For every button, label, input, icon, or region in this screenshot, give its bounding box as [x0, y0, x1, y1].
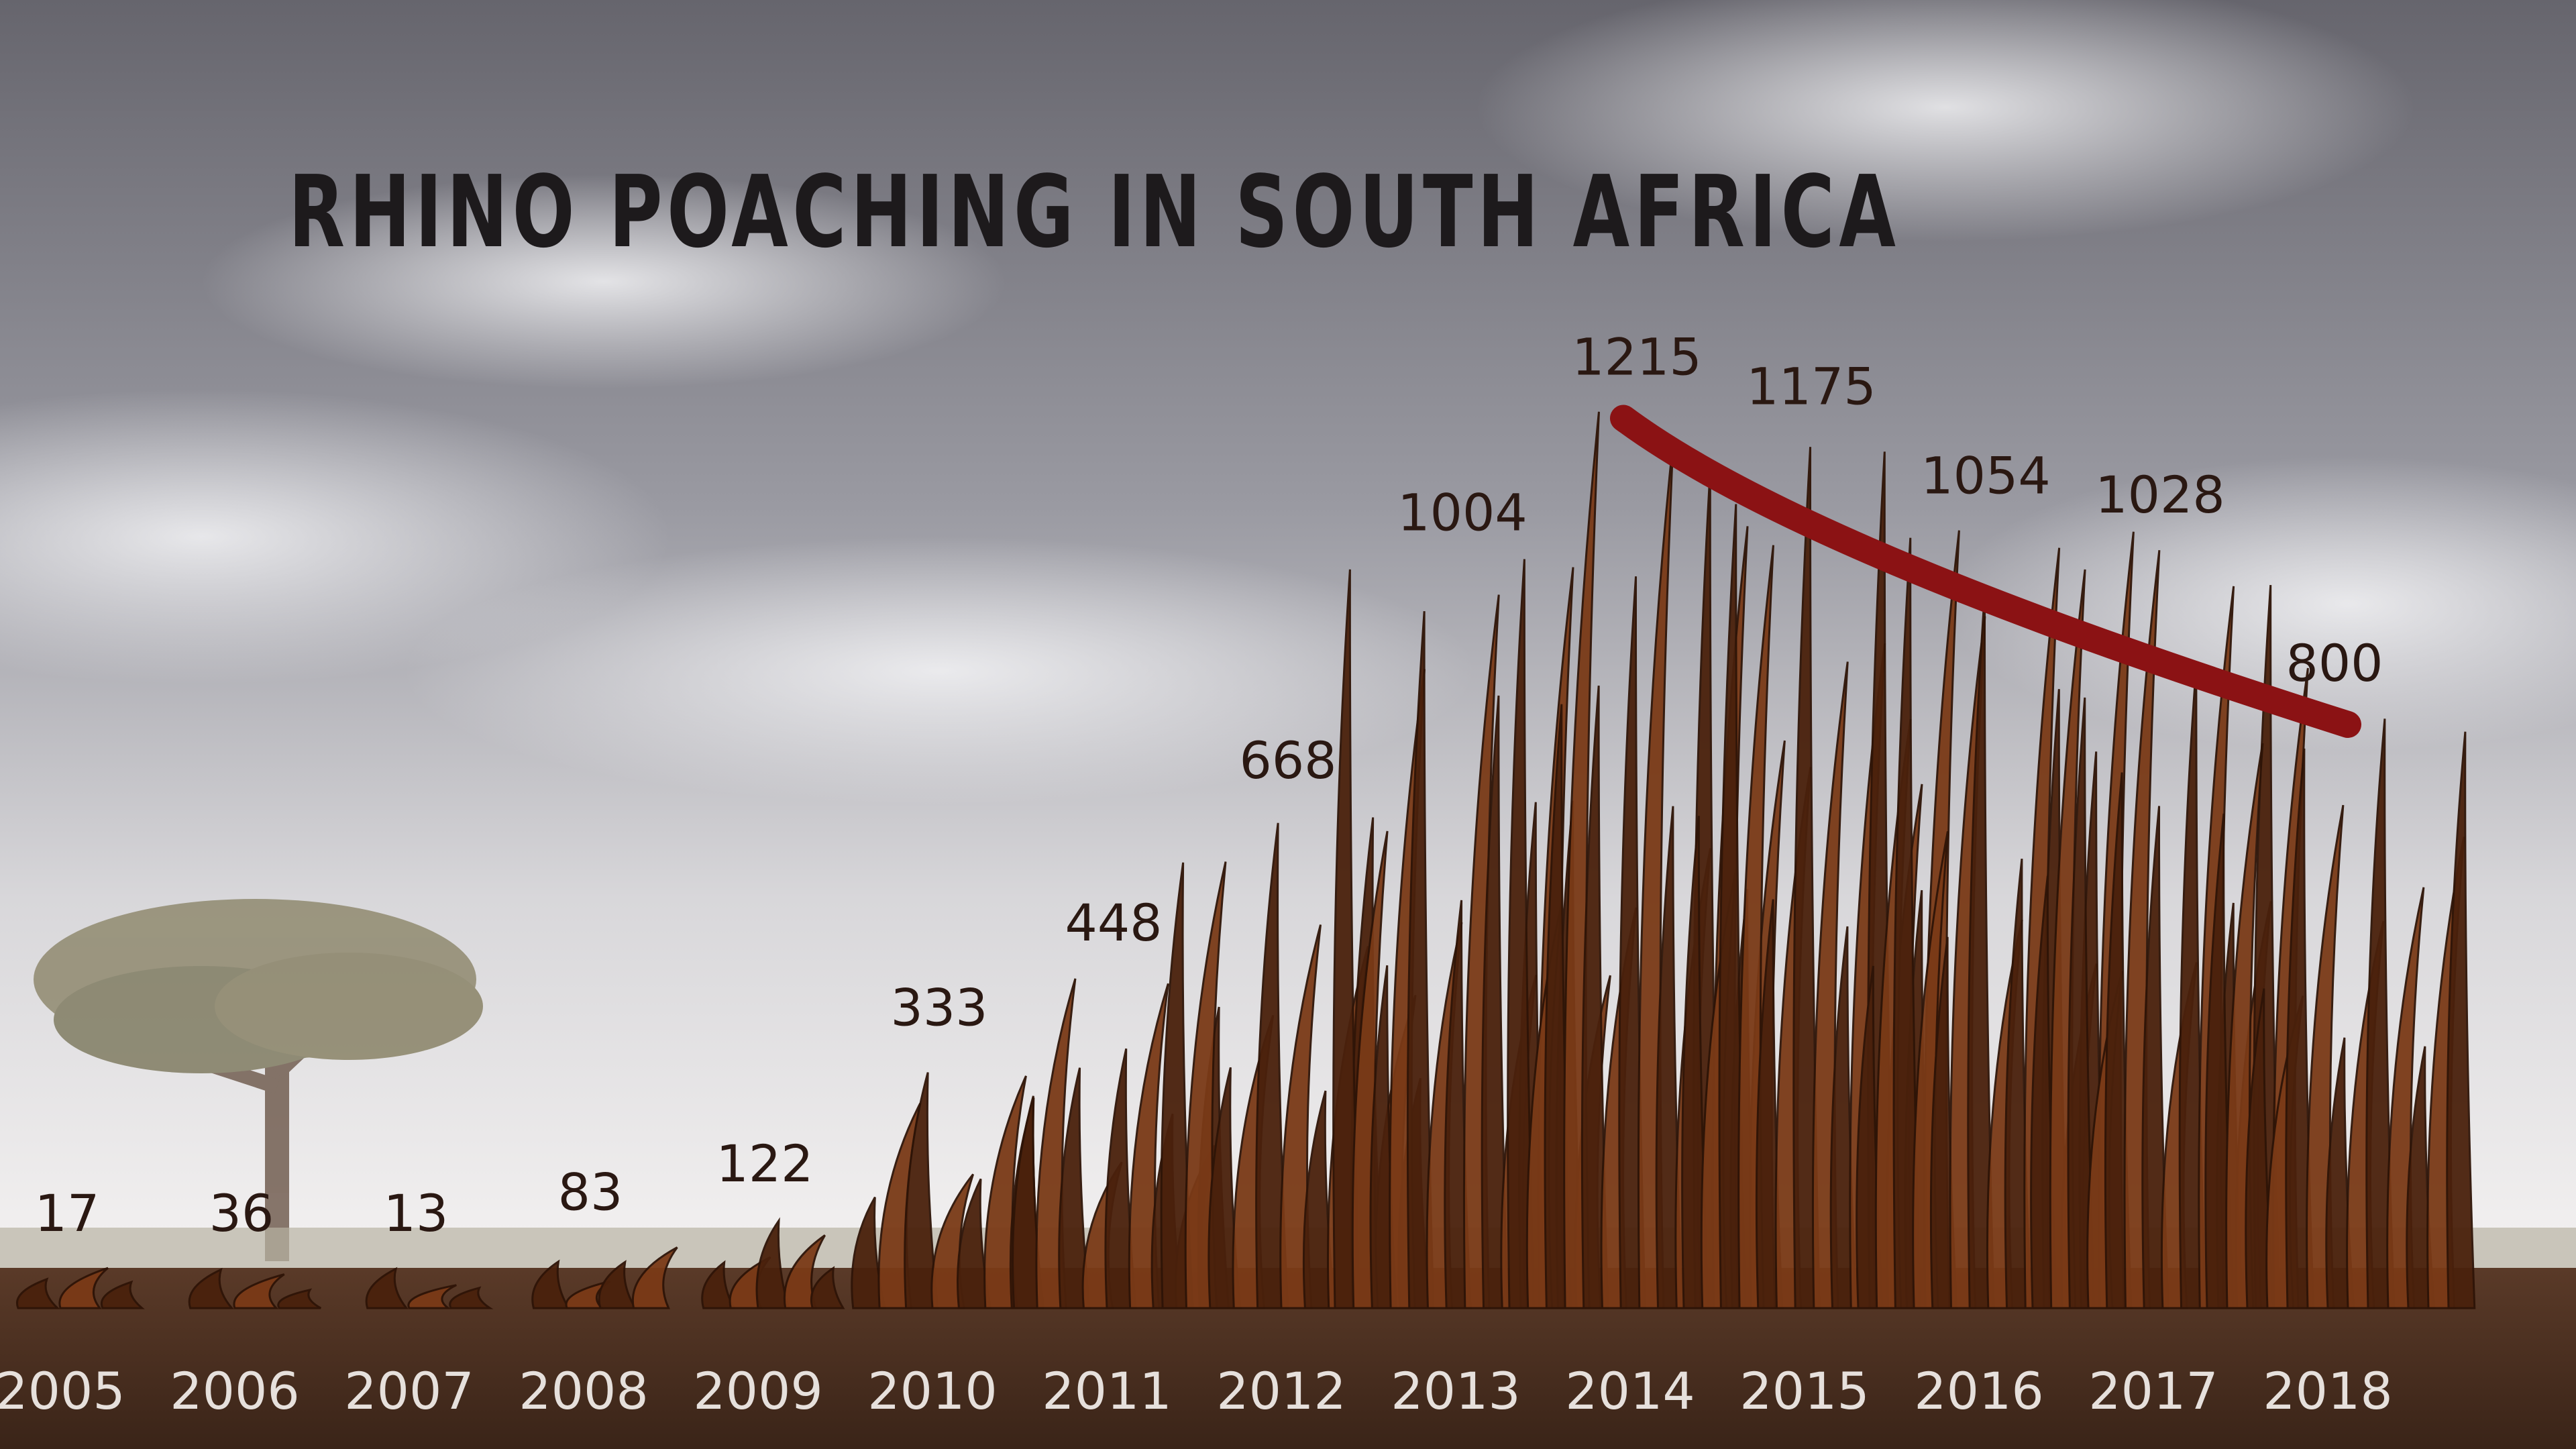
value-label-2010: 333: [890, 978, 987, 1038]
value-label-2016: 1054: [1921, 446, 2050, 506]
year-label-2015: 2015: [1739, 1361, 1869, 1421]
value-label-2018: 800: [2286, 633, 2383, 693]
value-label-2006: 36: [209, 1183, 274, 1243]
trend-line: [1610, 405, 2361, 738]
value-labels: 17 36 13 83 122 333 448 668 1004 1215 1175 1054 1028…: [35, 327, 2383, 1244]
bar-2006: [188, 1267, 321, 1309]
value-label-2013: 1004: [1397, 483, 1527, 543]
bar-2009: [701, 1217, 845, 1309]
year-label-2014: 2014: [1565, 1361, 1695, 1421]
value-label-2015: 1175: [1746, 357, 1876, 417]
bar-2007: [365, 1267, 494, 1309]
year-label-2008: 2008: [519, 1361, 648, 1421]
year-label-2005: 2005: [0, 1361, 125, 1421]
clouds: [0, 0, 2576, 805]
value-label-2017: 1028: [2095, 465, 2224, 525]
year-label-2010: 2010: [867, 1361, 997, 1421]
value-label-2009: 122: [716, 1134, 813, 1193]
value-label-2014: 1215: [1572, 327, 1701, 387]
value-label-2005: 17: [35, 1183, 100, 1243]
value-label-2012: 668: [1239, 731, 1336, 790]
year-label-2013: 2013: [1391, 1361, 1520, 1421]
year-label-2009: 2009: [693, 1361, 822, 1421]
year-label-2006: 2006: [170, 1361, 299, 1421]
year-label-2011: 2011: [1042, 1361, 1171, 1421]
year-label-2007: 2007: [344, 1361, 474, 1421]
year-label-2017: 2017: [2088, 1361, 2218, 1421]
value-label-2007: 13: [384, 1183, 449, 1243]
trend-line-path: [1610, 405, 2361, 738]
year-label-2012: 2012: [1216, 1361, 1346, 1421]
bar-2008: [531, 1246, 678, 1309]
year-labels: 2005 2006 2007 2008 2009 2010 2011 2012 2013 2014…: [0, 1361, 2393, 1421]
page-title: RHINO POACHING IN SOUTH AFRICA: [288, 154, 1900, 270]
bar-2005: [16, 1267, 145, 1309]
value-label-2008: 83: [558, 1163, 623, 1222]
value-label-2011: 448: [1065, 893, 1162, 953]
bar-2018: [2204, 718, 2476, 1309]
horn-bars: [16, 411, 2476, 1309]
year-label-2016: 2016: [1914, 1361, 2043, 1421]
year-label-2018: 2018: [2263, 1361, 2392, 1421]
acacia-tree: [34, 899, 483, 1261]
